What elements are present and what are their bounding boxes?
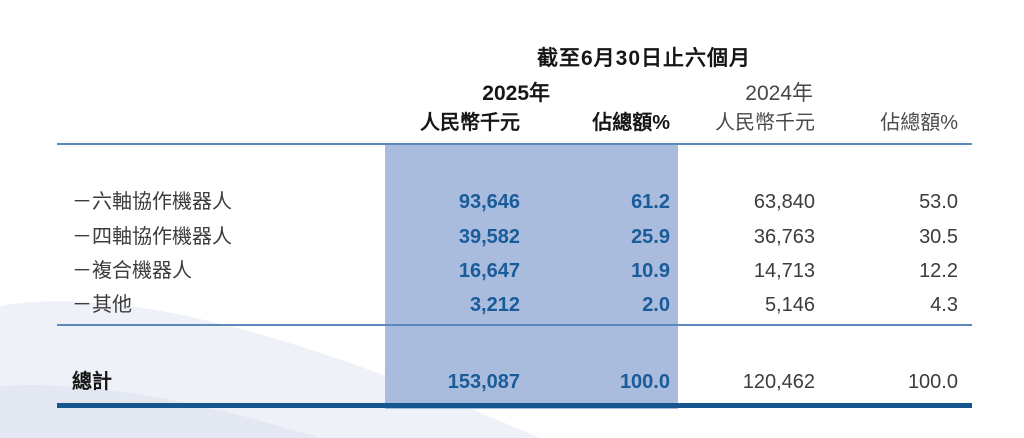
row-end-spacer <box>958 369 972 395</box>
pct-2025: 10.9 <box>631 260 670 282</box>
column-header-end-spacer <box>958 106 972 135</box>
year-label-2024: 2024年 <box>745 82 813 105</box>
amount-2025: 3,212 <box>469 294 520 316</box>
column-header-row: 人民幣千元 佔總額% 人民幣千元 佔總額% <box>57 106 972 135</box>
pct-2025: 25.9 <box>631 226 670 248</box>
row-label: －複合機器人 <box>72 260 192 282</box>
pct-2024: 30.5 <box>919 226 958 248</box>
header-rule <box>57 143 972 145</box>
column-header-pct-2024: 佔總額% <box>880 112 958 134</box>
table-row: －複合機器人 16,647 10.9 14,713 12.2 <box>57 258 972 284</box>
period-header: 截至6月30日止六個月 <box>536 47 752 70</box>
total-rule <box>57 403 972 408</box>
row-end-spacer <box>958 292 972 318</box>
pct-2024: 53.0 <box>919 191 958 213</box>
total-pct-2024: 100.0 <box>907 371 958 393</box>
row-label: －其他 <box>72 294 132 316</box>
column-header-pct-2025: 佔總額% <box>592 112 670 134</box>
amount-2024: 5,146 <box>764 294 815 316</box>
amount-2024: 36,763 <box>753 226 815 248</box>
amount-2025: 16,647 <box>458 260 520 282</box>
subtotal-rule <box>57 324 972 326</box>
pct-2024: 4.3 <box>930 294 958 316</box>
total-label: 總計 <box>72 371 112 393</box>
row-label: －六軸協作機器人 <box>72 191 232 213</box>
highlight-band-2025 <box>385 145 678 409</box>
total-amount-2024: 120,462 <box>742 371 815 393</box>
pct-2025: 2.0 <box>642 294 670 316</box>
total-amount-2025: 153,087 <box>447 371 520 393</box>
row-end-spacer <box>958 224 972 250</box>
pct-2024: 12.2 <box>919 260 958 282</box>
table-row: －六軸協作機器人 93,646 61.2 63,840 53.0 <box>57 189 972 215</box>
amount-2024: 63,840 <box>753 191 815 213</box>
total-pct-2025: 100.0 <box>619 371 670 393</box>
table-row: －四軸協作機器人 39,582 25.9 36,763 30.5 <box>57 224 972 250</box>
column-header-amount-2025: 人民幣千元 <box>420 112 520 134</box>
amount-2025: 93,646 <box>458 191 520 213</box>
row-end-spacer <box>958 258 972 284</box>
pct-2025: 61.2 <box>631 191 670 213</box>
amount-2025: 39,582 <box>458 226 520 248</box>
total-row: 總計 153,087 100.0 120,462 100.0 <box>57 369 972 395</box>
column-header-amount-2024: 人民幣千元 <box>715 112 815 134</box>
column-header-spacer <box>57 106 385 135</box>
table-row: －其他 3,212 2.0 5,146 4.3 <box>57 292 972 318</box>
row-label: －四軸協作機器人 <box>72 226 232 248</box>
amount-2024: 14,713 <box>753 260 815 282</box>
year-label-2025: 2025年 <box>482 82 550 105</box>
row-end-spacer <box>958 189 972 215</box>
